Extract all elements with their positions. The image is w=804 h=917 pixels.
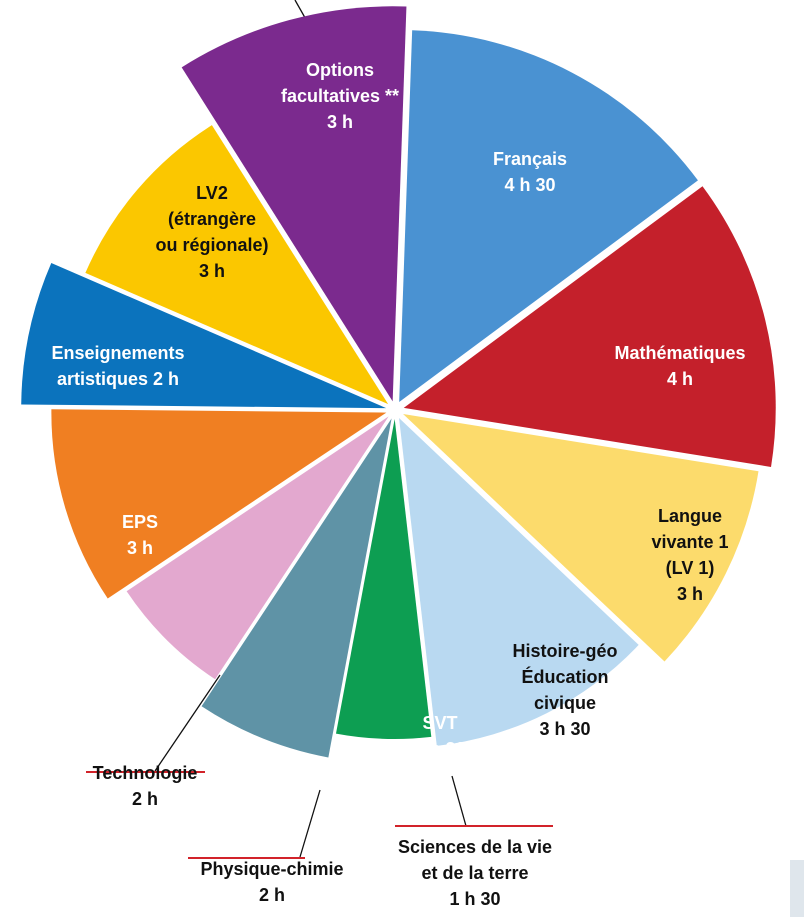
label-text: Langue vivante 1 (LV 1): [651, 503, 728, 581]
label-text: Mathématiques: [614, 340, 745, 366]
label-text: SVT: [414, 710, 465, 736]
slice-label: Langue vivante 1 (LV 1)3 h: [651, 503, 728, 607]
leader-line: [155, 675, 220, 771]
label-text: Sciences de la vie et de la terre: [398, 834, 552, 886]
label-text: Français: [493, 146, 567, 172]
label-text: 3 h: [155, 258, 268, 284]
label-text: 3 h: [651, 581, 728, 607]
label-text: Physique-chimie: [200, 856, 343, 882]
label-text: 3 h: [281, 109, 399, 135]
label-text: 3 h: [122, 535, 158, 561]
label-text: Technologie: [93, 760, 198, 786]
infographic: Français4 h 30 Mathématiques4 h Langue viv…: [0, 0, 804, 917]
label-text: 1 h 30: [398, 886, 552, 912]
label-text: EPS: [122, 509, 158, 535]
slice-label: Enseignements artistiques 2 h: [51, 340, 184, 392]
label-text: 4 h: [614, 366, 745, 392]
slice-label: LV2 (étrangère ou régionale)3 h: [155, 180, 268, 284]
label-text: 2 h: [200, 882, 343, 908]
label-text: 4 h 30: [493, 172, 567, 198]
label-text: 2 h: [93, 786, 198, 812]
background-shape: [790, 860, 804, 917]
label-text: Options facultatives **: [281, 57, 399, 109]
leader-line: [452, 776, 466, 826]
label-text: 3 h 30: [512, 716, 617, 742]
label-text: LV2 (étrangère ou régionale): [155, 180, 268, 258]
label-text: 2 h: [153, 369, 179, 389]
label-text: 1 h 30: [414, 736, 465, 762]
label-text: Histoire-géo Éducation civique: [512, 638, 617, 716]
page: {"chart_data": {"type": "pie", "categori…: [0, 0, 804, 917]
slice-label: Options facultatives **3 h: [281, 57, 399, 135]
leader-line: [300, 790, 320, 857]
